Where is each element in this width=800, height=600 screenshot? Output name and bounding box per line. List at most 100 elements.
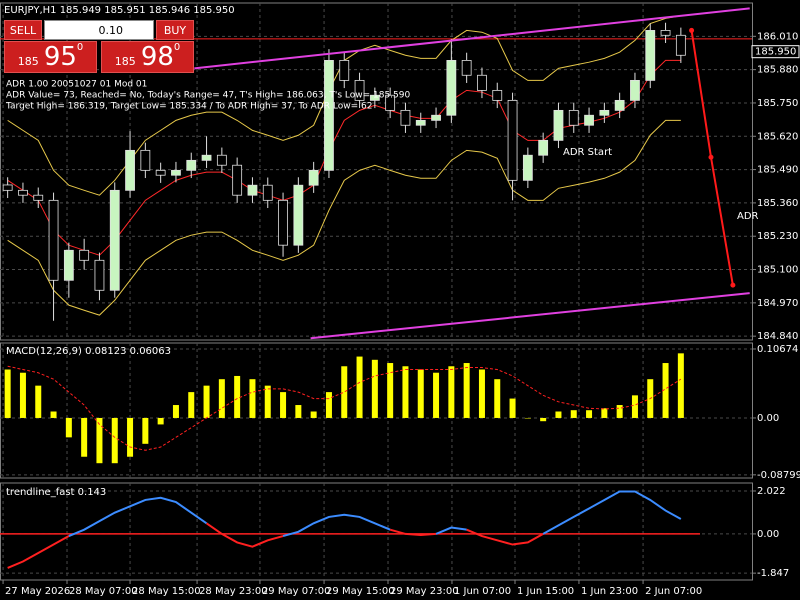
candle-body: [186, 159, 197, 171]
lot-size-input[interactable]: 0.10: [44, 20, 154, 40]
candle-body: [109, 189, 120, 291]
candle-body: [216, 154, 227, 166]
buy-price[interactable]: 185 980: [101, 41, 194, 73]
indicator-line: [7, 119, 681, 316]
histogram-bar: [111, 417, 118, 464]
y-tick-label: 0.00: [757, 413, 779, 424]
candle-body: [201, 154, 212, 161]
candle-body: [400, 109, 411, 126]
price-marker-box: [751, 45, 800, 59]
candle-body: [308, 169, 319, 186]
candle-body: [675, 34, 686, 56]
chart-title: EURJPY,H1 185.949 185.951 185.946 185.95…: [4, 5, 235, 16]
candle-body: [171, 169, 181, 176]
histogram-bar: [280, 392, 287, 418]
candle-body: [2, 184, 13, 191]
y-tick-label: 186.010: [757, 31, 798, 42]
candle-body: [461, 60, 472, 76]
candle-body: [507, 99, 518, 181]
histogram-bar: [264, 385, 271, 418]
projection-point: [708, 154, 714, 160]
projection-point: [730, 282, 736, 288]
candle-body: [247, 184, 258, 196]
histogram-bar: [127, 417, 134, 457]
y-tick-label: 185.230: [757, 231, 798, 242]
y-tick-label: 0.00: [757, 529, 779, 540]
histogram-bar: [356, 356, 363, 418]
candle-body: [232, 164, 243, 196]
histogram-bar: [448, 366, 455, 418]
candle-body: [660, 30, 671, 36]
y-tick-label: 185.750: [757, 98, 798, 109]
x-tick-label: 29 May 07:00: [262, 586, 331, 597]
sell-button[interactable]: SELL: [4, 20, 42, 40]
candle-body: [18, 189, 28, 196]
candle-body: [568, 109, 579, 126]
candle-body: [278, 199, 288, 246]
candle-body: [446, 60, 457, 116]
y-tick-label: 184.840: [757, 331, 798, 342]
histogram-bar: [586, 410, 593, 418]
histogram-bar: [677, 353, 684, 418]
histogram-bar: [509, 398, 516, 418]
candle-body: [339, 60, 350, 81]
x-tick-label: 29 May 15:00: [326, 586, 395, 597]
candle-body: [431, 114, 441, 121]
histogram-bar: [371, 359, 378, 418]
histogram-bar: [494, 379, 501, 418]
indicator-line: [7, 365, 682, 451]
histogram-bar: [341, 366, 348, 418]
histogram-bar: [203, 385, 210, 418]
x-tick-label: 28 May 15:00: [132, 586, 201, 597]
candle-body: [477, 74, 487, 91]
candle-body: [324, 60, 334, 171]
y-tick-label: 0.10674: [757, 344, 798, 355]
candle-body: [155, 169, 166, 176]
candle-body: [630, 79, 640, 101]
histogram-bar: [142, 417, 149, 444]
histogram-bar: [570, 410, 577, 418]
candle-body: [79, 249, 90, 261]
histogram-bar: [601, 408, 608, 418]
sell-price-pips: 95: [43, 42, 77, 72]
histogram-bar: [96, 417, 103, 464]
y-tick-label: -1.847: [757, 568, 789, 579]
y-tick-label: 184.970: [757, 298, 798, 309]
one-click-trading-panel: SELL 0.10 BUY 185 950 185 980: [4, 20, 194, 74]
chart-label: ADR Start: [563, 147, 612, 158]
indicator-annotation: ADR Value= 73, Reached= No, Today's Rang…: [6, 91, 410, 101]
histogram-bar: [50, 411, 57, 418]
candle-body: [63, 249, 74, 281]
histogram-bar: [433, 372, 440, 418]
indicator-annotation: ADR 1.00 20051027 01 Mod 01: [6, 80, 147, 90]
sell-price[interactable]: 185 950: [4, 41, 97, 73]
histogram-bar: [631, 395, 638, 418]
x-tick-label: 1 Jun 07:00: [454, 586, 511, 597]
panel-frame: [0, 482, 753, 581]
histogram-bar: [249, 379, 256, 418]
x-tick-label: 29 May 23:00: [390, 586, 459, 597]
x-tick-label: 28 May 23:00: [199, 586, 268, 597]
price-marker-label: 185.950: [755, 47, 796, 58]
histogram-bar: [662, 363, 669, 418]
histogram-bar: [172, 405, 179, 418]
y-tick-label: 185.100: [757, 265, 798, 276]
y-tick-label: 185.490: [757, 165, 798, 176]
candle-body: [599, 109, 610, 116]
candle-body: [354, 79, 365, 101]
x-tick-label: 1 Jun 15:00: [517, 586, 574, 597]
candle-body: [492, 89, 503, 101]
y-tick-label: -0.08799: [757, 470, 800, 481]
y-tick-label: 185.620: [757, 131, 798, 142]
indicator-line: [542, 490, 682, 535]
x-tick-label: 2 Jun 07:00: [645, 586, 702, 597]
candle-body: [645, 30, 656, 81]
histogram-bar: [218, 379, 225, 418]
x-tick-label: 1 Jun 23:00: [581, 586, 638, 597]
histogram-bar: [417, 369, 424, 418]
buy-button[interactable]: BUY: [156, 20, 194, 40]
indicator-title: MACD(12,26,9) 0.08123 0.06063: [6, 346, 171, 357]
histogram-bar: [524, 417, 531, 419]
